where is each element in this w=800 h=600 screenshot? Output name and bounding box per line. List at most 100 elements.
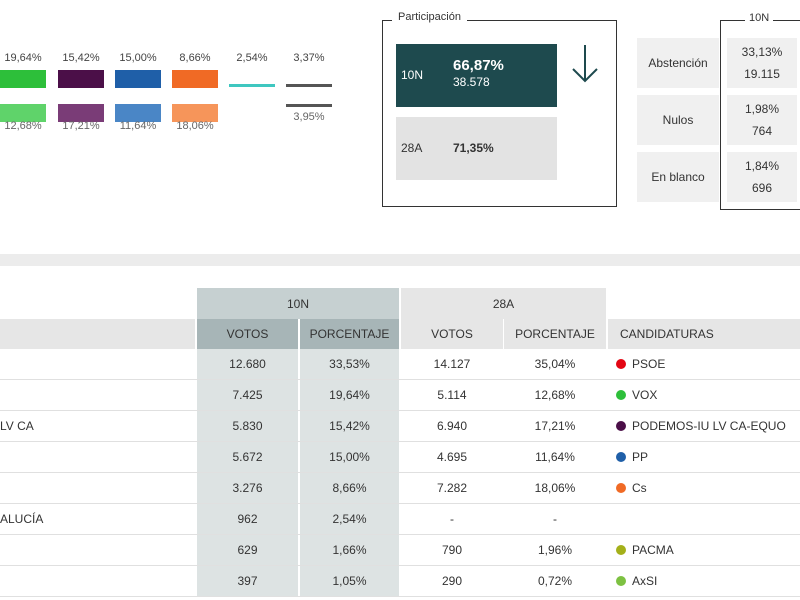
null-votes-label: Nulos [637,95,719,145]
bar-value-10n: 2,54% [236,52,268,64]
table-row[interactable]: 5.672 15,00% 4.695 11,64% PP [0,442,800,473]
null-votes-pct: 1,98% [744,102,780,116]
table-row[interactable]: 3.276 8,66% 7.282 18,06% Cs [0,473,800,504]
bar-column[interactable]: 15,00% 11,64% [115,0,161,150]
participation-label: 28A [401,141,423,155]
cell-v28: 4.695 [436,450,468,464]
table-row[interactable]: ALUCÍA 962 2,54% - - [0,504,800,535]
cell-p28: 0,72% [537,574,573,588]
party-color-dot-icon [616,576,626,586]
bar-value-10n: 8,66% [179,52,211,64]
cell-p10: 15,00% [300,442,399,472]
bar-10n [0,70,46,88]
cell-v10: 3.276 [197,473,298,503]
cell-name: LV CA [0,419,34,433]
bar-value-28a: 11,64% [119,120,157,132]
party-color-dot-icon [616,483,626,493]
blank-votes-count: 696 [751,181,773,195]
cell-p28: 11,64% [535,450,575,464]
party-color-dot-icon [616,359,626,369]
abstention-label: Abstención [637,38,719,88]
cell-candidature: PACMA [608,535,800,565]
table-row[interactable]: 7.425 19,64% 5.114 12,68% VOX [0,380,800,411]
bar-column[interactable]: 2,54% [229,0,275,150]
table-row[interactable]: LV CA 5.830 15,42% 6.940 17,21% PODEMOS-IU LV… [0,411,800,442]
bar-28a [58,104,104,122]
bar-value-10n: 3,37% [293,52,325,64]
cell-name [0,442,195,472]
cell-v28: 5.114 [437,388,467,402]
cell-candidature: PSOE [608,349,800,379]
bar-10n [115,70,161,88]
cell-p10: 2,54% [300,504,399,534]
bar-column[interactable]: 8,66% 18,06% [172,0,218,150]
bar-column[interactable]: 3,37% 3,95% [286,0,332,150]
column-header-votes-10n[interactable]: VOTOS [197,319,298,349]
party-color-dot-icon [616,421,626,431]
cell-p10: 33,53% [300,349,399,379]
participation-row-10n[interactable]: 10N 66,87% 38.578 [396,44,557,107]
cell-v28: 6.940 [436,419,468,433]
cell-name [0,535,195,565]
party-color-dot-icon [616,545,626,555]
participation-pct: 71,35% [453,141,494,155]
cell-v10: 962 [197,504,298,534]
bar-column[interactable]: 19,64% 12,68% [0,0,46,150]
table-row[interactable]: 12.680 33,53% 14.127 35,04% PSOE [0,349,800,380]
bar-column[interactable]: 15,42% 17,21% [58,0,104,150]
null-votes-value: 1,98% 764 [727,95,797,145]
bar-10n [286,84,332,87]
column-header-candidatures[interactable]: CANDIDATURAS [608,319,800,349]
cell-v28: 14.127 [433,357,471,371]
party-name: Cs [632,481,647,495]
bar-28a [172,104,218,122]
cell-v10: 397 [197,566,298,596]
abstention-pct: 33,13% [741,45,783,59]
table-row[interactable]: 629 1,66% 790 1,96% PACMA [0,535,800,566]
party-name: PSOE [632,357,666,371]
column-header-votes-28a[interactable]: VOTOS [401,319,503,349]
bar-value-28a: 18,06% [176,120,214,132]
cell-candidature: Cs [608,473,800,503]
null-votes-count: 764 [751,124,773,138]
cell-p10: 15,42% [300,411,399,441]
participation-row-28a[interactable]: 28A 71,35% [396,117,557,180]
bar-value-28a: 17,21% [62,120,100,132]
participation-title: Participación [392,11,467,23]
party-name: VOX [632,388,658,402]
column-header-pct-28a[interactable]: PORCENTAJE [504,319,606,349]
cell-p28: 35,04% [534,357,576,371]
bar-value-28a: 3,95% [293,111,325,123]
cell-candidature [608,504,800,534]
blank-votes-value: 1,84% 696 [727,152,797,202]
bar-10n [58,70,104,88]
cell-v10: 12.680 [197,349,298,379]
cell-v10: 629 [197,535,298,565]
bar-28a [115,104,161,122]
cell-candidature: PP [608,442,800,472]
bar-value-10n: 19,64% [4,52,42,64]
column-header-pct-10n[interactable]: PORCENTAJE [300,319,399,349]
bar-10n [229,84,275,87]
cell-v28: 7.282 [436,481,468,495]
bar-value-10n: 15,42% [62,52,100,64]
cell-p28: - [553,512,557,526]
cell-candidature: VOX [608,380,800,410]
bar-value-10n: 15,00% [119,52,157,64]
bar-28a [286,104,332,107]
blank-votes-pct: 1,84% [744,159,780,173]
participation-pct: 66,87% [453,57,504,74]
party-color-dot-icon [616,452,626,462]
cell-p10: 19,64% [300,380,399,410]
results-bar-strip: 19,64% 12,68% 15,42% 17,21% 15,00% 11,64% 8,66… [0,0,340,150]
cell-p28: 17,21% [534,419,576,433]
cell-p10: 8,66% [300,473,399,503]
party-name: AxSI [632,574,658,588]
blank-votes-label: En blanco [637,152,719,202]
cell-candidature: AxSI [608,566,800,596]
cell-name: ALUCÍA [0,512,44,526]
cell-p28: 12,68% [534,388,576,402]
cell-name [0,473,195,503]
table-row[interactable]: 397 1,05% 290 0,72% AxSI [0,566,800,597]
cell-v28: - [450,512,454,526]
